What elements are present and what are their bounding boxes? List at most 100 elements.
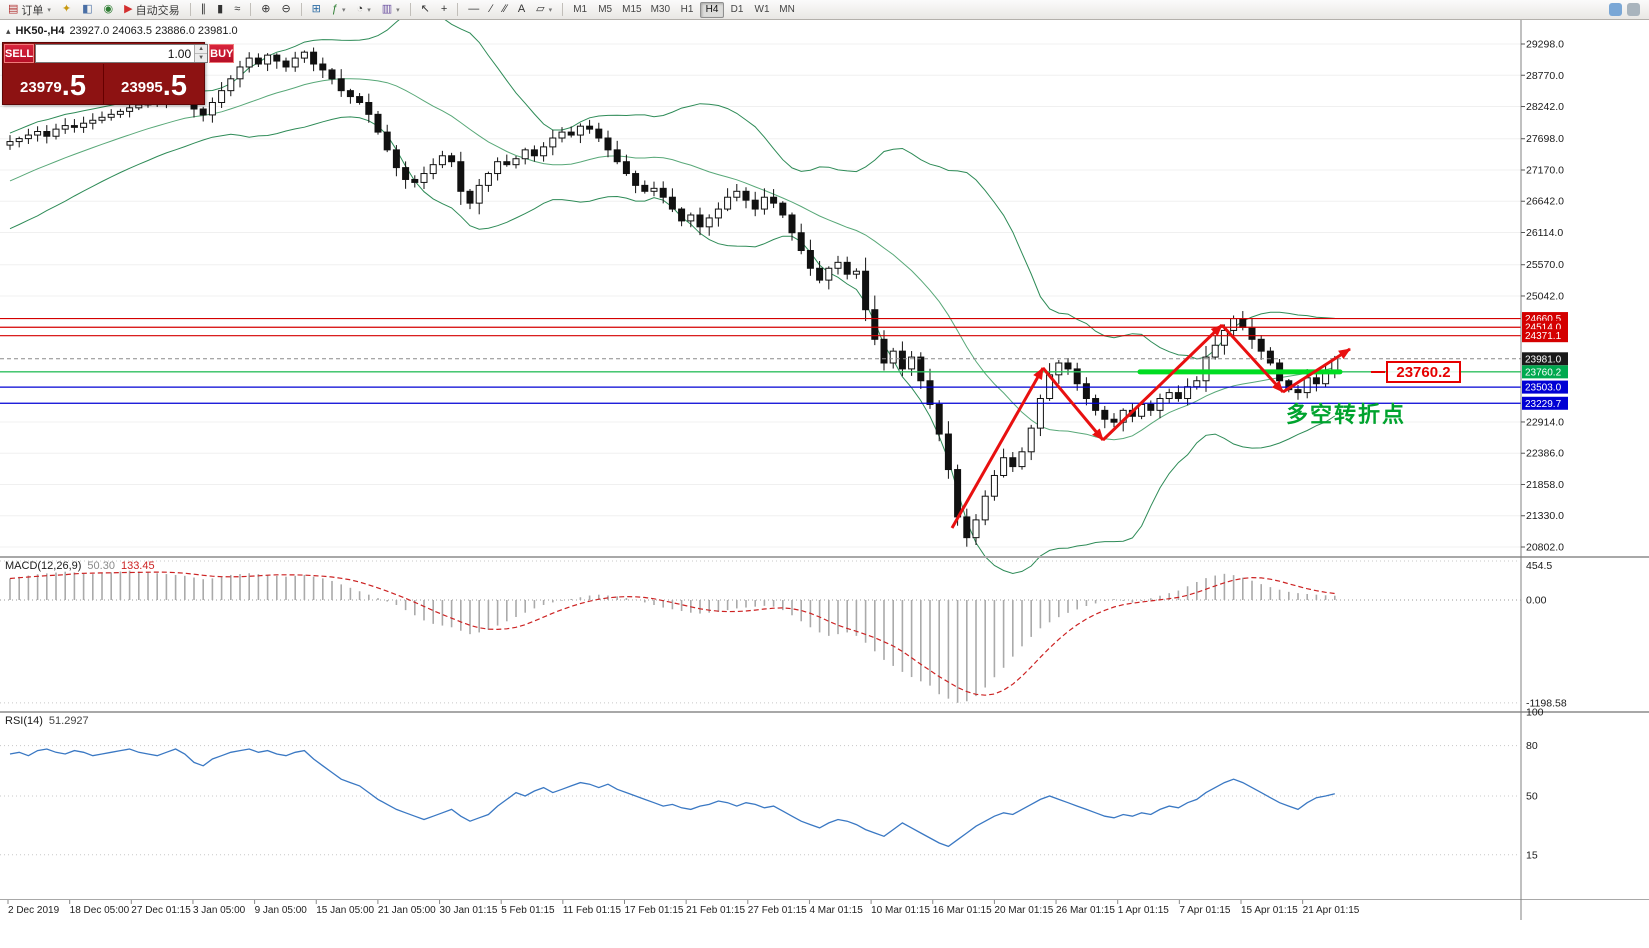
candle-body xyxy=(705,217,713,228)
autotrading-button[interactable]: ▶ 自动交易 xyxy=(119,1,184,18)
collapse-arrow-icon[interactable]: ▴ xyxy=(6,25,11,36)
macd-axis-label: -1198.58 xyxy=(1526,697,1567,709)
tile-windows-button-icon: ⊞ xyxy=(311,3,321,15)
bar-chart-button[interactable]: ∥ xyxy=(196,1,212,18)
price-tick-label: 26642.0 xyxy=(1526,196,1564,208)
candle-body xyxy=(668,196,676,210)
zoom-in-button[interactable]: ⊕ xyxy=(256,1,275,18)
time-tick-label: 30 Jan 01:15 xyxy=(440,905,498,916)
candle-body xyxy=(843,261,851,275)
one-click-trade-panel: SELL ▲ ▼ BUY 23979.5 23995.5 xyxy=(2,42,235,105)
profile-icon[interactable]: ◧ xyxy=(77,1,97,18)
splitter-main-macd[interactable] xyxy=(0,556,1649,558)
bar-chart-button-icon: ∥ xyxy=(200,3,207,15)
candle-body xyxy=(1184,386,1192,400)
candle-body xyxy=(760,196,768,210)
volume-up-icon[interactable]: ▲ xyxy=(195,45,208,53)
text-label-button[interactable]: A xyxy=(513,1,530,18)
candle-body xyxy=(1312,377,1320,385)
candle-body xyxy=(1239,318,1247,328)
candle-body xyxy=(245,57,253,68)
splitter-macd-rsi[interactable] xyxy=(0,711,1649,713)
candle-body xyxy=(438,155,446,166)
candle-body xyxy=(98,116,106,121)
timeframe-h4[interactable]: H4 xyxy=(700,1,725,18)
zoom-out-button[interactable]: ⊖ xyxy=(276,1,295,18)
candle-body xyxy=(346,90,354,98)
turning-point-note[interactable]: 多空转折点 xyxy=(1286,403,1407,428)
price-tick-label: 25570.0 xyxy=(1526,259,1564,271)
time-axis[interactable]: 2 Dec 2019 18 Dec 05:00 27 Dec 01:15 3 Jan … xyxy=(7,900,1360,916)
trend-arrow[interactable] xyxy=(1220,323,1285,394)
time-tick-label: 4 Mar 01:15 xyxy=(809,905,863,916)
trend-arrows[interactable] xyxy=(950,323,1351,529)
price-tick-label: 21330.0 xyxy=(1526,510,1564,522)
periods-button[interactable]: ◔ ▾ xyxy=(352,1,376,18)
template-button[interactable]: ▥ ▾ xyxy=(377,1,405,18)
candle-body xyxy=(254,57,262,65)
globe-icon-icon: ◉ xyxy=(103,3,114,15)
splitter-rsi-timeaxis[interactable] xyxy=(0,899,1649,900)
indicators-button[interactable]: ƒ ▾ xyxy=(327,1,351,18)
sell-button[interactable]: SELL xyxy=(4,44,35,63)
indicators-button-dropdown-icon[interactable]: ▾ xyxy=(342,6,346,14)
new-order-button-label: 订单 xyxy=(21,4,44,17)
timeframe-w1[interactable]: W1 xyxy=(754,4,770,15)
periods-button-dropdown-icon[interactable]: ▾ xyxy=(367,6,371,14)
candle-body xyxy=(963,516,971,539)
candlestick-chart-button[interactable]: ▮ xyxy=(212,1,228,18)
crosshair-button[interactable]: + xyxy=(436,1,452,18)
time-tick-label: 26 Mar 01:15 xyxy=(1056,905,1115,916)
shapes-button-dropdown-icon[interactable]: ▾ xyxy=(548,6,553,14)
trend-arrow[interactable] xyxy=(1041,367,1105,441)
candle-body xyxy=(567,131,575,136)
trendline-button[interactable]: ∕ xyxy=(485,1,497,18)
time-tick-label: 27 Dec 01:15 xyxy=(131,905,191,916)
timeframe-m15[interactable]: M15 xyxy=(622,4,642,15)
search-icon[interactable] xyxy=(1627,3,1640,16)
price-level-lines[interactable] xyxy=(0,317,1521,404)
buy-button[interactable]: BUY xyxy=(209,44,235,63)
timeframe-m5[interactable]: M5 xyxy=(598,4,613,15)
new-order-button-dropdown-icon[interactable]: ▾ xyxy=(47,6,51,14)
new-order-button[interactable]: ▤ 订单 ▾ xyxy=(3,1,56,18)
line-chart-button[interactable]: ≈ xyxy=(229,1,245,18)
template-button-dropdown-icon[interactable]: ▾ xyxy=(396,6,400,14)
candle-body xyxy=(1009,457,1017,468)
candle-body xyxy=(733,190,741,198)
candle-body xyxy=(466,190,474,204)
time-tick-label: 10 Mar 01:15 xyxy=(871,905,930,916)
candle-body xyxy=(6,141,14,146)
price-annotation-box[interactable]: 23760.2 xyxy=(1386,361,1461,383)
volume-input[interactable] xyxy=(36,45,195,62)
candle-body xyxy=(604,137,612,151)
candle-body xyxy=(797,232,805,252)
trend-arrow[interactable] xyxy=(950,367,1045,529)
volume-down-icon[interactable]: ▼ xyxy=(195,53,208,62)
cursor-button[interactable]: ↖ xyxy=(416,1,435,18)
candle-body xyxy=(834,261,842,269)
timeframe-h1[interactable]: H1 xyxy=(680,4,694,15)
candle-body xyxy=(512,158,520,166)
trend-arrow[interactable] xyxy=(1282,347,1351,394)
timeframe-m30[interactable]: M30 xyxy=(650,4,671,15)
sell-price[interactable]: 23979.5 xyxy=(3,64,104,104)
price-axis[interactable]: 29298.0 28770.0 28242.0 27698.0 27170.0 26642… xyxy=(1521,39,1568,554)
channel-button[interactable]: ∕∕ xyxy=(498,1,512,18)
shapes-button[interactable]: ▱ ▾ xyxy=(531,1,557,18)
hline-button[interactable]: — xyxy=(463,1,484,18)
chat-icon[interactable] xyxy=(1609,3,1622,16)
trend-arrow[interactable] xyxy=(1101,323,1224,442)
tile-windows-button[interactable]: ⊞ xyxy=(307,1,326,18)
candle-body xyxy=(944,433,952,471)
candle-body xyxy=(1073,368,1081,385)
timeframe-m1[interactable]: M1 xyxy=(573,4,588,15)
buy-price[interactable]: 23995.5 xyxy=(104,64,204,104)
candlestick-chart-button-icon: ▮ xyxy=(217,3,224,15)
candle-body xyxy=(448,155,456,163)
timeframe-mn[interactable]: MN xyxy=(779,4,795,15)
globe-icon[interactable]: ◉ xyxy=(99,1,119,18)
timeframe-d1[interactable]: D1 xyxy=(730,4,744,15)
wrench-icon[interactable]: ✦ xyxy=(57,1,76,18)
